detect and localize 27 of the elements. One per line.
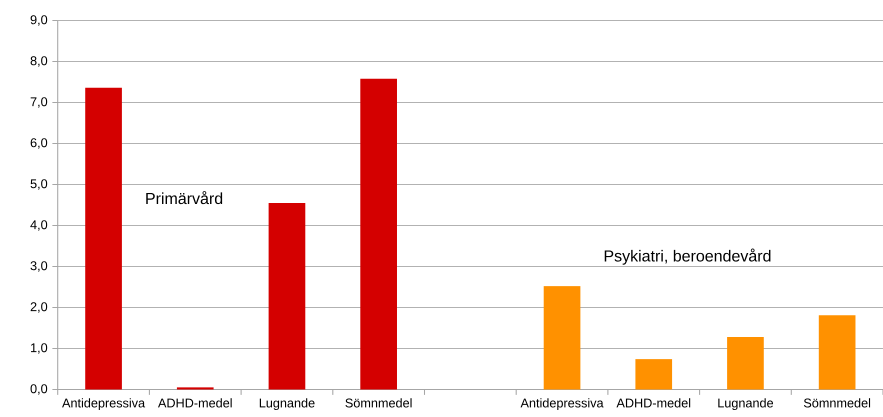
y-tick-label: 5,0 <box>30 179 48 190</box>
x-tick-label: Lugnande <box>260 398 315 410</box>
bar <box>818 315 856 390</box>
bar <box>544 286 580 390</box>
x-tick-label: Antidepressiva <box>62 398 146 410</box>
y-tick-label: 0,0 <box>30 384 48 395</box>
bar <box>635 359 672 390</box>
y-tick-label: 2,0 <box>30 302 48 313</box>
y-tick-label: 1,0 <box>31 343 48 354</box>
x-tick-label: Sömnmedel <box>345 398 412 408</box>
bar <box>85 88 122 390</box>
y-tick-label: 3,0 <box>30 261 48 272</box>
series-label: Primärvård <box>146 191 222 204</box>
x-tick-label: Lugnande <box>718 398 774 410</box>
x-tick-label: ADHD-medel <box>158 398 232 408</box>
x-tick-label: Sömnmedel <box>804 398 870 408</box>
y-tick-label: 4,0 <box>30 220 48 231</box>
y-tick-label: 7,0 <box>30 97 48 108</box>
x-tick-label: Antidepressiva <box>520 398 604 410</box>
y-tick-label: 9,0 <box>30 15 48 26</box>
text: Psykiatri, beroendevård <box>604 248 770 265</box>
x-tick-label: ADHD-medel <box>616 398 690 408</box>
y-tick-label: 8,0 <box>30 56 48 67</box>
y-tick-label: 6,0 <box>30 138 48 149</box>
bar <box>268 202 306 390</box>
bar <box>727 337 764 390</box>
bar <box>360 78 397 390</box>
